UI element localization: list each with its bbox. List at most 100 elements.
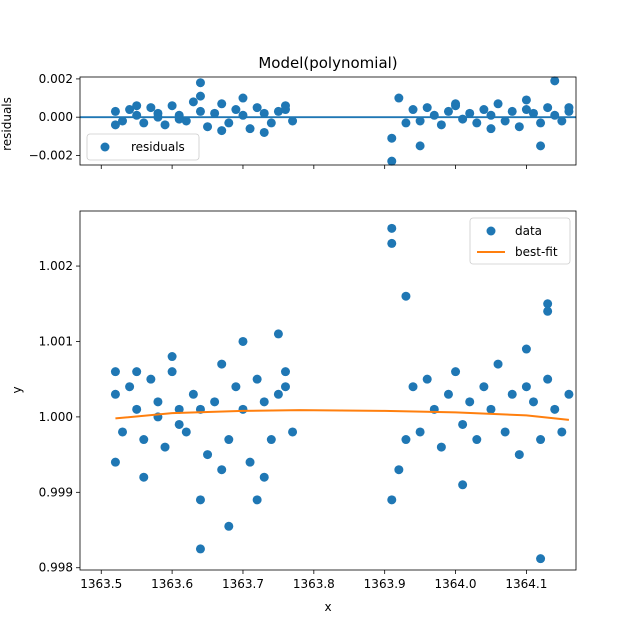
residual-point	[401, 118, 411, 128]
residual-point	[288, 116, 298, 126]
data-point	[110, 457, 120, 467]
plot-frame	[79, 76, 577, 166]
data-point	[422, 374, 432, 384]
data-point	[550, 404, 560, 414]
data-point	[195, 495, 205, 505]
residual-point	[160, 120, 170, 130]
data-point	[160, 442, 170, 452]
residual-point	[387, 133, 397, 143]
legend-marker-residuals	[100, 142, 110, 152]
data-point	[110, 367, 120, 377]
data-point	[543, 306, 553, 316]
data-points	[110, 223, 574, 564]
best-fit-line	[115, 409, 570, 421]
residual-point	[118, 116, 128, 126]
residual-point	[479, 105, 489, 115]
residual-point	[217, 126, 227, 136]
data-point	[153, 397, 163, 407]
residual-point	[486, 124, 496, 134]
residual-point	[132, 101, 142, 111]
residual-point	[174, 114, 184, 124]
data-panel: x y 1363.5 1363.6 1363.7 1363.8 1363.9 1364.0…	[10, 210, 577, 614]
data-point	[387, 495, 397, 505]
data-point	[521, 382, 531, 392]
tick-group: 1363.5 1363.6 1363.7 1363.8 1363.9 1364.0 1364…	[39, 259, 548, 591]
y-tick-label: 0.000	[39, 110, 73, 124]
residual-point	[110, 120, 120, 130]
data-point	[181, 427, 191, 437]
residual-point	[195, 91, 205, 101]
residual-point	[415, 116, 425, 126]
residual-point	[408, 105, 418, 115]
residual-point	[536, 118, 546, 128]
residual-point	[507, 106, 517, 116]
residual-point	[224, 118, 234, 128]
data-point	[280, 367, 290, 377]
data-point	[500, 427, 510, 437]
residual-point	[217, 99, 227, 109]
residual-point	[543, 103, 553, 113]
data-point	[174, 419, 184, 429]
residual-point	[394, 93, 404, 103]
residual-point	[528, 108, 538, 118]
data-point	[521, 344, 531, 354]
data-point	[203, 450, 213, 460]
data-point	[436, 442, 446, 452]
residual-point	[536, 141, 546, 151]
residual-point	[231, 105, 241, 115]
y-tick-label: 1.002	[39, 259, 73, 273]
residual-point	[557, 116, 567, 126]
legend-marker-data	[486, 226, 496, 236]
residual-point	[422, 103, 432, 113]
data-point	[401, 435, 411, 445]
data-point	[238, 404, 248, 414]
x-tick-label: 1363.9	[364, 577, 406, 591]
data-point	[458, 419, 468, 429]
residual-point	[436, 120, 446, 130]
data-point	[401, 291, 411, 301]
y-tick-label: 1.000	[39, 410, 73, 424]
data-point	[273, 389, 283, 399]
data-point	[139, 435, 149, 445]
residual-point	[146, 103, 156, 113]
data-point	[195, 544, 205, 554]
x-tick-label: 1363.8	[293, 577, 335, 591]
plot-frame	[79, 210, 577, 571]
y-tick-label: −0.002	[29, 148, 73, 162]
data-point	[252, 495, 262, 505]
data-point	[486, 404, 496, 414]
residual-point	[451, 99, 461, 109]
residual-point	[110, 106, 120, 116]
legend-box	[86, 133, 200, 161]
x-tick-label: 1363.5	[80, 577, 122, 591]
data-point	[543, 299, 553, 309]
data-point	[118, 427, 128, 437]
data-point	[110, 389, 120, 399]
residual-point	[210, 108, 220, 118]
residual-point	[550, 76, 560, 86]
residual-point	[259, 127, 269, 137]
data-point	[252, 374, 262, 384]
data-point	[288, 427, 298, 437]
data-point	[174, 404, 184, 414]
x-tick-label: 1363.7	[222, 577, 264, 591]
residual-point	[472, 118, 482, 128]
data-point	[451, 367, 461, 377]
residual-point	[266, 118, 276, 128]
data-point	[443, 389, 453, 399]
residual-point	[443, 106, 453, 116]
legend-label-best-fit: best-fit	[515, 245, 558, 259]
legend-label-data: data	[515, 224, 542, 238]
data-point	[557, 427, 567, 437]
residual-point	[132, 110, 142, 120]
data-point	[132, 367, 142, 377]
data-point	[408, 382, 418, 392]
data-point	[188, 389, 198, 399]
data-point	[139, 472, 149, 482]
residual-point	[153, 112, 163, 122]
chart-title: Model(polynomial)	[258, 54, 397, 72]
data-point	[217, 465, 227, 475]
data-point	[266, 435, 276, 445]
data-point	[536, 554, 546, 564]
data-point	[387, 238, 397, 248]
